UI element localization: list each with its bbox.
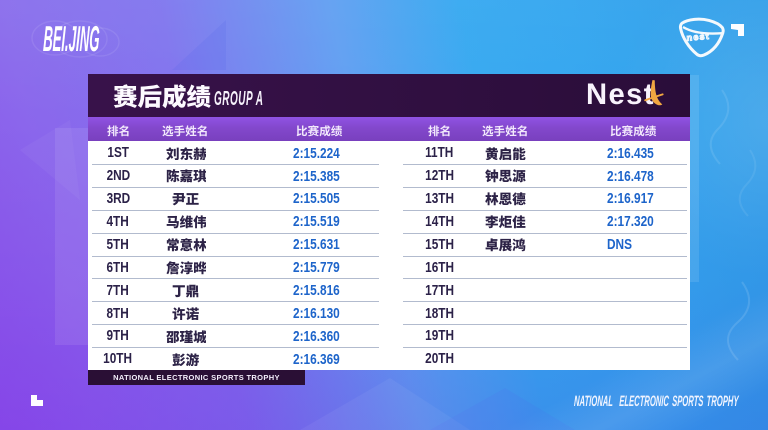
svg-text:nest: nest <box>686 31 710 43</box>
